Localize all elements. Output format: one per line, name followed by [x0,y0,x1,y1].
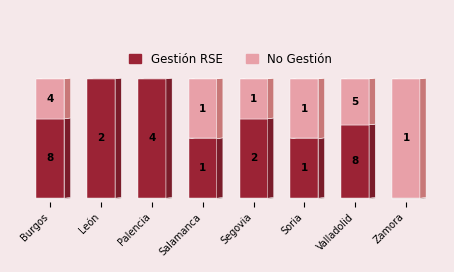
Polygon shape [420,78,426,198]
FancyBboxPatch shape [138,79,166,198]
FancyBboxPatch shape [240,198,267,199]
Legend: Gestión RSE, No Gestión: Gestión RSE, No Gestión [124,48,337,71]
Text: 4: 4 [148,134,156,144]
Text: 1: 1 [402,134,410,144]
Polygon shape [392,78,426,79]
FancyBboxPatch shape [341,198,369,199]
Polygon shape [217,78,223,138]
Text: 2: 2 [98,134,105,144]
FancyBboxPatch shape [291,138,318,198]
Polygon shape [87,78,121,79]
FancyBboxPatch shape [36,79,64,119]
FancyBboxPatch shape [87,79,115,198]
Polygon shape [36,118,70,119]
FancyBboxPatch shape [291,79,318,138]
Polygon shape [318,78,325,138]
FancyBboxPatch shape [189,138,217,198]
FancyBboxPatch shape [392,79,420,198]
Polygon shape [240,118,274,119]
Polygon shape [267,197,274,199]
Text: 4: 4 [47,94,54,104]
Polygon shape [64,197,70,199]
FancyBboxPatch shape [87,198,115,199]
Text: 5: 5 [351,97,359,107]
Polygon shape [36,197,70,198]
Polygon shape [341,124,375,125]
Polygon shape [64,118,70,198]
Polygon shape [318,138,325,198]
Polygon shape [267,118,274,198]
Polygon shape [115,78,121,198]
Polygon shape [87,197,121,198]
FancyBboxPatch shape [189,79,217,138]
Text: 2: 2 [250,153,257,163]
Polygon shape [420,197,426,199]
Polygon shape [166,78,172,198]
Polygon shape [291,197,325,198]
Polygon shape [189,197,223,198]
Polygon shape [115,197,121,199]
FancyBboxPatch shape [341,79,369,125]
Text: 1: 1 [199,104,207,114]
Polygon shape [217,138,223,198]
Polygon shape [240,197,274,198]
FancyBboxPatch shape [138,198,166,199]
FancyBboxPatch shape [291,198,318,199]
Polygon shape [36,78,70,79]
Polygon shape [341,197,375,198]
Polygon shape [267,78,274,119]
FancyBboxPatch shape [240,79,267,119]
Text: 8: 8 [351,156,359,166]
FancyBboxPatch shape [392,198,420,199]
Text: 1: 1 [250,94,257,104]
Polygon shape [369,197,375,199]
FancyBboxPatch shape [341,125,369,198]
Polygon shape [291,78,325,79]
FancyBboxPatch shape [36,198,64,199]
FancyBboxPatch shape [36,119,64,198]
Polygon shape [369,78,375,125]
Polygon shape [369,124,375,198]
Text: 1: 1 [301,104,308,114]
Polygon shape [392,197,426,198]
Polygon shape [217,197,223,199]
Polygon shape [138,197,172,198]
Polygon shape [189,78,223,79]
FancyBboxPatch shape [189,198,217,199]
FancyBboxPatch shape [240,119,267,198]
Polygon shape [318,197,325,199]
Polygon shape [64,78,70,119]
Polygon shape [166,197,172,199]
Polygon shape [138,78,172,79]
Text: 1: 1 [199,163,207,173]
Polygon shape [240,78,274,79]
Polygon shape [341,78,375,79]
Text: 8: 8 [47,153,54,163]
Text: 1: 1 [301,163,308,173]
